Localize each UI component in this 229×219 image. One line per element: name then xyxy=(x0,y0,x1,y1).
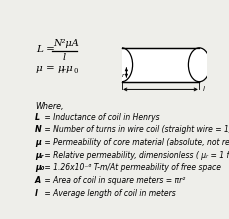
Text: l: l xyxy=(35,189,38,198)
Polygon shape xyxy=(121,48,198,82)
Text: = Average length of coil in meters: = Average length of coil in meters xyxy=(42,189,175,198)
Text: N²μA: N²μA xyxy=(53,39,79,48)
Text: = Permeability of core material (absolute, not relative): = Permeability of core material (absolut… xyxy=(42,138,229,147)
Text: r: r xyxy=(121,73,123,78)
Text: = Relative permeability, dimensionless ( μᵣ = 1 for air): = Relative permeability, dimensionless (… xyxy=(42,151,229,160)
Text: A: A xyxy=(35,176,41,185)
Text: Where,: Where, xyxy=(35,102,63,111)
Text: μ = μ: μ = μ xyxy=(36,64,65,73)
Text: μ: μ xyxy=(65,64,72,73)
Polygon shape xyxy=(109,46,121,83)
Text: = Area of coil in square meters = πr²: = Area of coil in square meters = πr² xyxy=(42,176,184,185)
Text: L =: L = xyxy=(36,45,55,54)
Text: N: N xyxy=(35,125,41,134)
Text: = 1.26x10⁻⁶ T-m/At permeability of free space: = 1.26x10⁻⁶ T-m/At permeability of free … xyxy=(42,163,220,172)
Text: μᵣ: μᵣ xyxy=(35,151,43,160)
Text: l: l xyxy=(202,87,204,92)
Text: μ: μ xyxy=(35,138,41,147)
Text: = Inductance of coil in Henrys: = Inductance of coil in Henrys xyxy=(42,113,159,122)
Ellipse shape xyxy=(110,48,132,82)
Text: r: r xyxy=(61,67,64,75)
Text: l: l xyxy=(63,53,66,62)
Text: = Number of turns in wire coil (straight wire = 1): = Number of turns in wire coil (straight… xyxy=(42,125,229,134)
Ellipse shape xyxy=(188,48,209,82)
Text: μ₀: μ₀ xyxy=(35,163,44,172)
Text: 0: 0 xyxy=(73,67,78,75)
Text: L: L xyxy=(35,113,40,122)
